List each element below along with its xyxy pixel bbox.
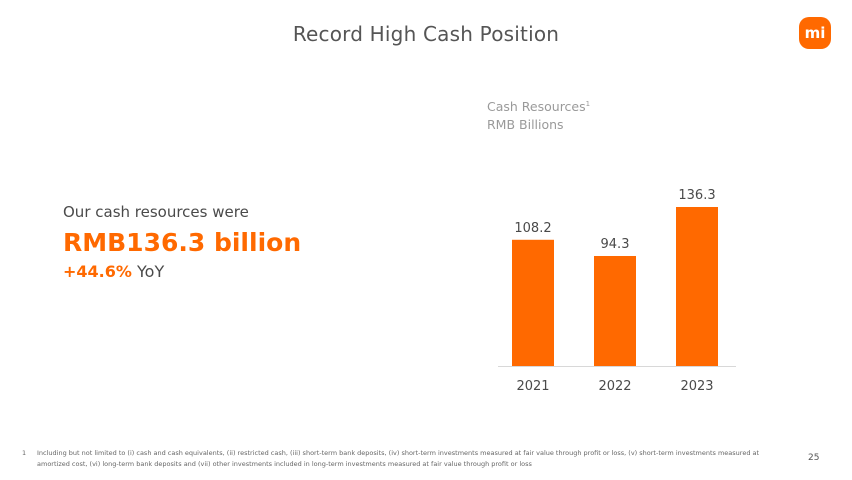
- bar-2022: [594, 255, 636, 366]
- x-tick-label: 2021: [516, 379, 549, 394]
- chart-caption: Cash Resources1 RMB Billions: [487, 98, 590, 134]
- bar-value-label: 136.3: [678, 188, 715, 203]
- x-tick-label: 2023: [680, 379, 713, 394]
- footnote-text: Including but not limited to (i) cash an…: [37, 449, 760, 468]
- headline-intro: Our cash resources were: [63, 203, 249, 221]
- growth-percent: +44.6%: [63, 262, 132, 281]
- x-tick-label: 2022: [598, 379, 631, 394]
- headline-block: Our cash resources were RMB136.3 billion…: [63, 203, 301, 283]
- slide-title: Record High Cash Position: [292, 22, 560, 46]
- headline-amount: RMB136.3 billion: [63, 228, 302, 257]
- bar-chart: 108.2 2021 94.3 2022 136.3 2023: [498, 188, 736, 394]
- footnote-mark: 1: [22, 449, 27, 457]
- bar-value-label: 94.3: [601, 237, 630, 252]
- bar-2021: [512, 239, 554, 366]
- footnote: 1 Including but not limited to (i) cash …: [22, 448, 792, 470]
- page-number: 25: [808, 453, 820, 463]
- chart-unit: RMB Billions: [487, 117, 564, 132]
- chart-title-footnote-mark: 1: [585, 99, 591, 108]
- logo-mark: mi: [804, 24, 826, 42]
- bar-2023: [676, 207, 718, 366]
- xiaomi-logo: mi: [799, 17, 831, 49]
- growth-suffix: YoY: [131, 262, 165, 281]
- headline-growth: +44.6% YoY: [63, 261, 301, 283]
- chart-title-text: Cash Resources: [487, 99, 586, 114]
- chart-title: Cash Resources1: [487, 98, 590, 116]
- bar-value-label: 108.2: [514, 221, 551, 236]
